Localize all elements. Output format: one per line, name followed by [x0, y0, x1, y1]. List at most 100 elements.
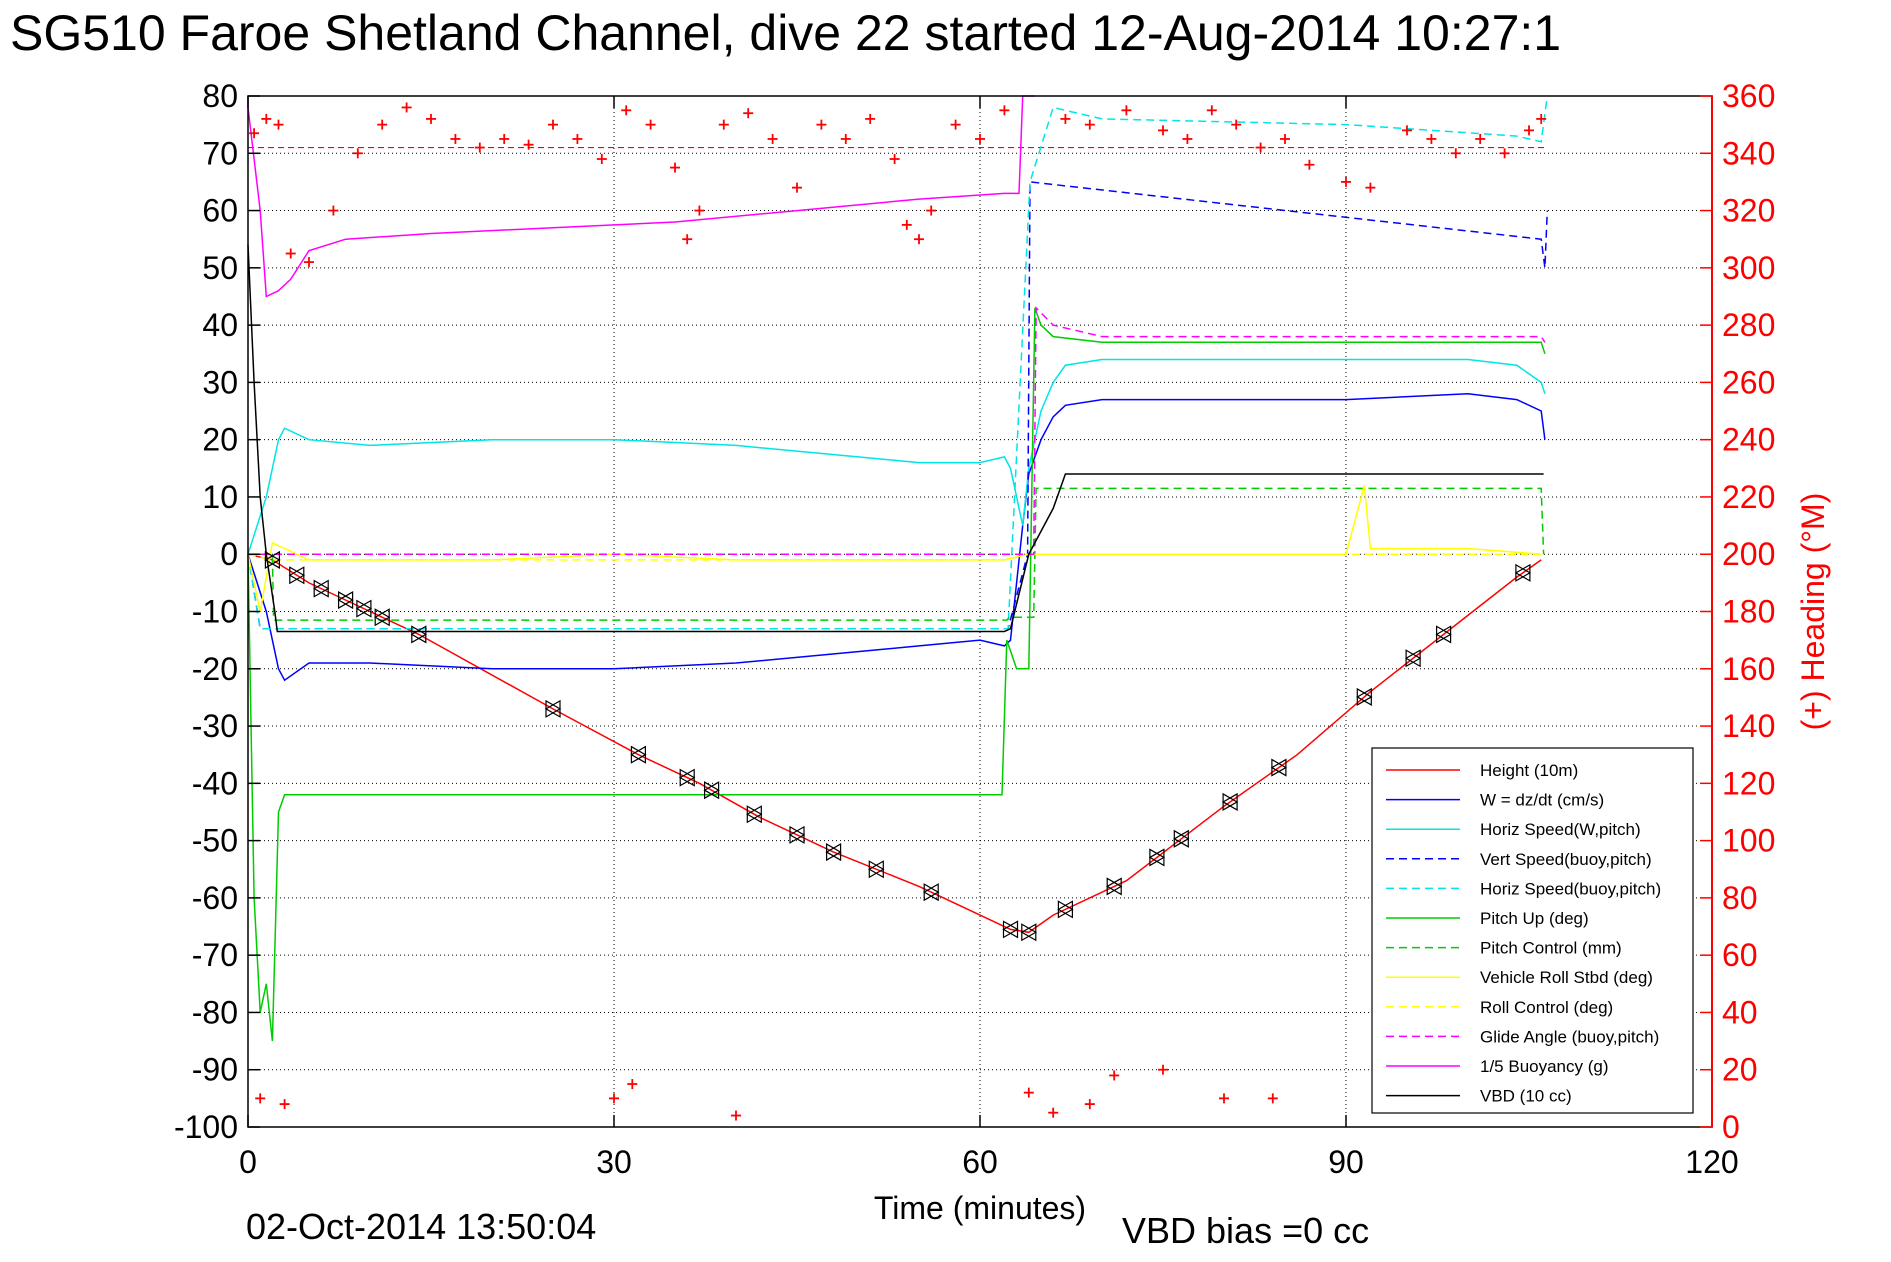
triangle-left — [1057, 900, 1074, 919]
heading-plus-marker — [731, 1110, 741, 1121]
y-tick-label: 20 — [202, 422, 238, 458]
y-tick-label: 30 — [202, 364, 238, 400]
y-tick-label: 40 — [202, 307, 238, 343]
depth-triangle-marker — [1173, 829, 1190, 848]
heading-plus-marker — [273, 119, 284, 130]
y-axis-label-right: (+) Heading (°M) — [1795, 493, 1831, 731]
heading-plus-marker — [596, 154, 607, 165]
y-tick-label: -50 — [192, 823, 238, 859]
legend-label: Horiz Speed(buoy,pitch) — [1480, 879, 1661, 898]
triangle-left — [1435, 625, 1452, 644]
series-line-vehicle-roll-stbd-deg — [247, 485, 1542, 612]
series-line-pitch-control-mm — [248, 487, 1545, 621]
depth-triangle-marker — [373, 608, 391, 627]
heading-plus-marker — [767, 133, 778, 144]
triangle-left — [288, 566, 305, 585]
heading-plus-marker — [865, 113, 876, 124]
heading-plus-marker — [621, 105, 632, 116]
y-right-tick-label: 260 — [1722, 364, 1775, 400]
triangle-left — [373, 608, 390, 627]
y-tick-label: -70 — [192, 937, 238, 973]
depth-triangle-marker — [312, 579, 330, 598]
y-tick-label: -30 — [192, 708, 238, 744]
triangle-left — [922, 883, 939, 902]
heading-plus-marker — [1524, 125, 1534, 136]
heading-plus-marker — [901, 219, 912, 230]
y-right-tick-label: 280 — [1722, 307, 1775, 343]
heading-plus-marker — [609, 1093, 619, 1104]
heading-plus-marker — [1109, 1070, 1120, 1081]
triangle-left — [678, 768, 695, 787]
depth-triangle-marker — [678, 768, 696, 787]
y-right-tick-label: 0 — [1722, 1109, 1740, 1145]
y-tick-label: -100 — [174, 1109, 238, 1145]
series-line-roll-control-deg — [247, 553, 1542, 561]
heading-plus-marker — [1341, 176, 1351, 187]
y-tick-label: -10 — [192, 594, 238, 630]
heading-plus-marker — [1536, 113, 1547, 124]
series-line-1-5-buoyancy-g — [247, 95, 1035, 298]
series-line-horiz-speed-buoy-pitch — [247, 95, 1549, 630]
series-line-vbd-10-cc — [247, 244, 1544, 633]
depth-triangle-marker — [1020, 923, 1038, 942]
heading-plus-marker — [670, 162, 680, 173]
y-tick-label: -80 — [192, 994, 238, 1030]
heading-plus-marker — [1084, 1099, 1095, 1110]
heading-plus-marker — [1206, 105, 1217, 116]
legend-label: VBD (10 cc) — [1480, 1087, 1572, 1106]
triangle-left — [703, 781, 720, 800]
heading-plus-marker — [1267, 1093, 1278, 1104]
footer-vbd-bias: VBD bias =0 cc — [1122, 1210, 1370, 1251]
legend: Height (10m) W = dz/dt (cm/s) Horiz Speed(… — [1371, 747, 1694, 1114]
y-right-tick-label: 120 — [1722, 765, 1775, 801]
x-tick-label: 90 — [1328, 1144, 1364, 1180]
y-tick-label: 80 — [202, 78, 238, 114]
legend-label: Vehicle Roll Stbd (deg) — [1480, 968, 1653, 987]
heading-plus-marker — [743, 108, 754, 119]
y-tick-label: -90 — [192, 1052, 238, 1088]
series-line-height-10m — [247, 553, 1542, 934]
y-tick-label: -40 — [192, 765, 238, 801]
depth-triangle-marker — [630, 745, 647, 764]
depth-triangle-marker — [1404, 649, 1422, 668]
heading-plus-marker — [279, 1099, 290, 1110]
depth-triangle-marker — [410, 625, 428, 644]
heading-plus-marker — [474, 142, 485, 153]
heading-plus-marker — [840, 133, 851, 144]
legend-label: Height (10m) — [1480, 761, 1578, 780]
depth-triangle-marker — [1148, 848, 1166, 867]
depth-triangle-marker — [1105, 877, 1123, 896]
depth-triangle-marker — [355, 599, 373, 618]
legend-label: Pitch Up (deg) — [1480, 909, 1589, 928]
y-right-tick-label: 20 — [1722, 1052, 1758, 1088]
heading-plus-marker — [1219, 1093, 1229, 1104]
heading-plus-marker — [718, 119, 729, 130]
x-axis-label: Time (minutes) — [874, 1190, 1086, 1226]
triangle-left — [1002, 920, 1019, 939]
heading-plus-marker — [255, 1093, 266, 1104]
triangle-left — [1148, 848, 1165, 867]
y-right-tick-label: 360 — [1722, 78, 1775, 114]
heading-plus-marker — [627, 1079, 638, 1090]
heading-plus-marker — [975, 133, 985, 144]
heading-plus-marker — [249, 128, 260, 139]
triangle-left — [544, 699, 561, 718]
heading-plus-marker — [1121, 105, 1132, 116]
y-right-tick-label: 200 — [1722, 536, 1775, 572]
depth-triangle-marker — [1514, 563, 1532, 582]
heading-plus-marker — [1048, 1107, 1059, 1118]
heading-plus-marker — [1402, 125, 1412, 136]
legend-label: Vert Speed(buoy,pitch) — [1480, 850, 1652, 869]
triangle-left — [1514, 563, 1531, 582]
depth-triangle-marker — [1356, 687, 1373, 706]
heading-plus-marker — [1365, 182, 1376, 193]
heading-plus-marker — [1475, 133, 1486, 144]
heading-plus-marker — [682, 234, 693, 245]
depth-triangle-marker — [788, 825, 806, 844]
heading-plus-marker — [499, 133, 510, 144]
y-right-tick-label: 40 — [1722, 994, 1758, 1030]
heading-plus-marker — [523, 139, 534, 150]
heading-plus-marker — [1182, 133, 1193, 144]
footer-timestamp: 02-Oct-2014 13:50:04 — [246, 1206, 597, 1247]
y-right-tick-label: 240 — [1722, 422, 1775, 458]
